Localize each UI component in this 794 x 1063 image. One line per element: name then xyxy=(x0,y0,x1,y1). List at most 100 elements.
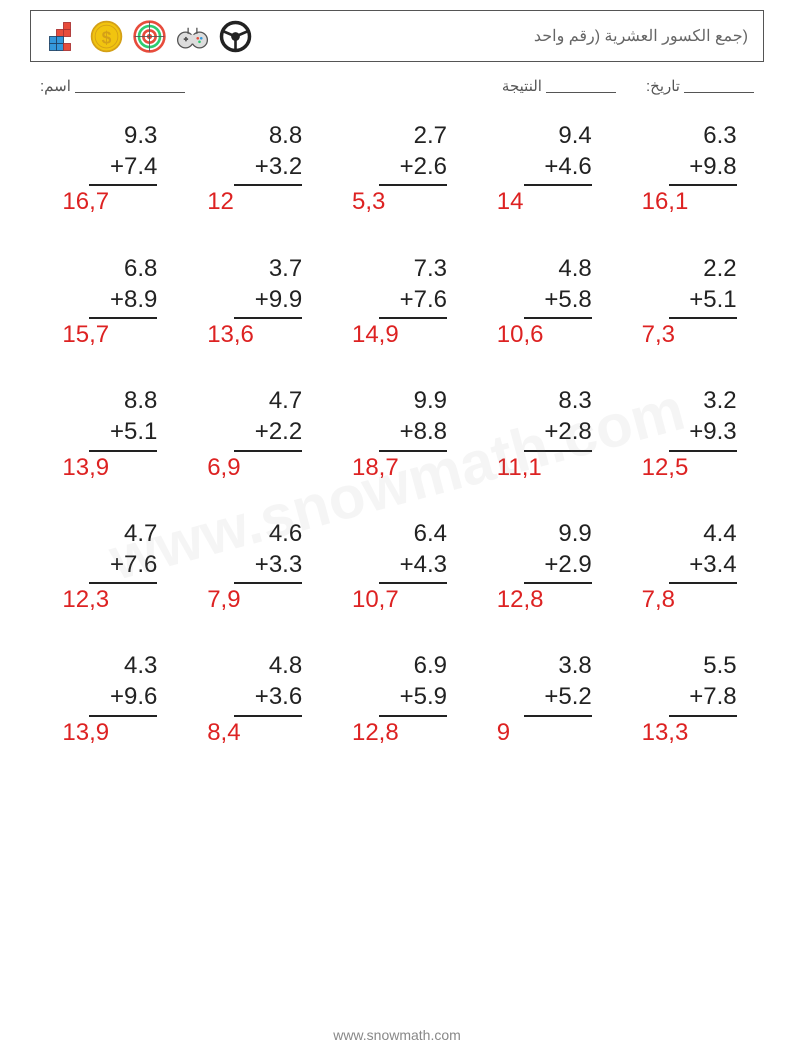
answer: 9 xyxy=(497,717,510,748)
answer: 5,3 xyxy=(352,186,385,217)
operand-a: 9.3 xyxy=(124,120,157,151)
operand-b: +2.9 xyxy=(524,549,592,584)
name-blank xyxy=(75,79,185,93)
problem: 4.3+9.613,9 xyxy=(57,650,157,748)
answer: 16,7 xyxy=(62,186,109,217)
problem: 6.8+8.915,7 xyxy=(57,253,157,351)
problem: 3.7+9.913,6 xyxy=(202,253,302,351)
operand-a: 6.8 xyxy=(124,253,157,284)
answer: 14 xyxy=(497,186,524,217)
answer: 13,6 xyxy=(207,319,254,350)
operand-b: +5.9 xyxy=(379,681,447,716)
operand-a: 6.3 xyxy=(703,120,736,151)
score-field: النتيجة xyxy=(502,77,616,95)
operand-b: +5.1 xyxy=(89,416,157,451)
operand-a: 6.4 xyxy=(414,518,447,549)
operand-a: 4.8 xyxy=(558,253,591,284)
problem: 4.4+3.47,8 xyxy=(637,518,737,616)
score-blank xyxy=(546,79,616,93)
operand-a: 4.4 xyxy=(703,518,736,549)
answer: 14,9 xyxy=(352,319,399,350)
footer: www.snowmath.com xyxy=(0,1027,794,1043)
problem: 4.8+5.810,6 xyxy=(492,253,592,351)
problem: 6.4+4.310,7 xyxy=(347,518,447,616)
problem: 7.3+7.614,9 xyxy=(347,253,447,351)
operand-b: +3.2 xyxy=(234,151,302,186)
operand-b: +2.6 xyxy=(379,151,447,186)
problem: 2.7+2.65,3 xyxy=(347,120,447,218)
operand-b: +2.2 xyxy=(234,416,302,451)
problem: 9.4+4.614 xyxy=(492,120,592,218)
operand-b: +7.8 xyxy=(669,681,737,716)
answer: 10,7 xyxy=(352,584,399,615)
operand-b: +3.4 xyxy=(669,549,737,584)
info-row: :اسم النتيجة :تاريخ xyxy=(40,77,754,95)
name-label: :اسم xyxy=(40,77,71,95)
operand-a: 3.8 xyxy=(558,650,591,681)
problem: 2.2+5.17,3 xyxy=(637,253,737,351)
operand-a: 4.3 xyxy=(124,650,157,681)
blocks-icon xyxy=(46,19,81,54)
operand-a: 8.8 xyxy=(269,120,302,151)
problem: 6.9+5.912,8 xyxy=(347,650,447,748)
answer: 7,9 xyxy=(207,584,240,615)
answer: 11,1 xyxy=(497,452,542,483)
answer: 7,8 xyxy=(642,584,675,615)
operand-b: +5.2 xyxy=(524,681,592,716)
problem: 4.7+7.612,3 xyxy=(57,518,157,616)
operand-b: +4.6 xyxy=(524,151,592,186)
operand-a: 9.9 xyxy=(414,385,447,416)
answer: 12 xyxy=(207,186,234,217)
page-title: (جمع الكسور العشرية (رقم واحد xyxy=(534,26,748,46)
operand-b: +9.6 xyxy=(89,681,157,716)
operand-a: 6.9 xyxy=(414,650,447,681)
operand-b: +3.3 xyxy=(234,549,302,584)
operand-a: 2.2 xyxy=(703,253,736,284)
problem: 4.8+3.68,4 xyxy=(202,650,302,748)
answer: 12,3 xyxy=(62,584,109,615)
answer: 13,3 xyxy=(642,717,689,748)
problem: 4.7+2.26,9 xyxy=(202,385,302,483)
header-box: $ (جمع xyxy=(30,10,764,62)
game-controller-icon xyxy=(175,19,210,54)
operand-b: +9.9 xyxy=(234,284,302,319)
operand-a: 4.7 xyxy=(269,385,302,416)
problem: 8.8+3.212 xyxy=(202,120,302,218)
operand-b: +8.8 xyxy=(379,416,447,451)
operand-b: +9.8 xyxy=(669,151,737,186)
operand-a: 5.5 xyxy=(703,650,736,681)
problems-grid: 9.3+7.416,78.8+3.2122.7+2.65,39.4+4.6146… xyxy=(45,120,749,748)
answer: 10,6 xyxy=(497,319,544,350)
problem: 4.6+3.37,9 xyxy=(202,518,302,616)
problem: 3.8+5.2 9 xyxy=(492,650,592,748)
operand-b: +7.6 xyxy=(89,549,157,584)
answer: 13,9 xyxy=(62,717,109,748)
operand-a: 4.6 xyxy=(269,518,302,549)
svg-text:$: $ xyxy=(102,27,112,47)
problem: 8.3+2.811,1 xyxy=(492,385,592,483)
operand-b: +3.6 xyxy=(234,681,302,716)
operand-a: 8.8 xyxy=(124,385,157,416)
date-label: :تاريخ xyxy=(646,77,680,95)
operand-b: +8.9 xyxy=(89,284,157,319)
problem: 9.9+2.912,8 xyxy=(492,518,592,616)
date-field: :تاريخ xyxy=(646,77,754,95)
problem: 9.9+8.818,7 xyxy=(347,385,447,483)
answer: 8,4 xyxy=(207,717,240,748)
problem: 5.5+7.813,3 xyxy=(637,650,737,748)
coin-icon: $ xyxy=(89,19,124,54)
operand-a: 3.7 xyxy=(269,253,302,284)
answer: 12,8 xyxy=(352,717,399,748)
operand-a: 7.3 xyxy=(414,253,447,284)
problem: 9.3+7.416,7 xyxy=(57,120,157,218)
operand-b: +9.3 xyxy=(669,416,737,451)
problem: 8.8+5.113,9 xyxy=(57,385,157,483)
operand-b: +2.8 xyxy=(524,416,592,451)
answer: 6,9 xyxy=(207,452,240,483)
problem: 3.2+9.312,5 xyxy=(637,385,737,483)
operand-b: +5.1 xyxy=(669,284,737,319)
steering-wheel-icon xyxy=(218,19,253,54)
name-field: :اسم xyxy=(40,77,185,95)
operand-a: 8.3 xyxy=(558,385,591,416)
operand-b: +5.8 xyxy=(524,284,592,319)
